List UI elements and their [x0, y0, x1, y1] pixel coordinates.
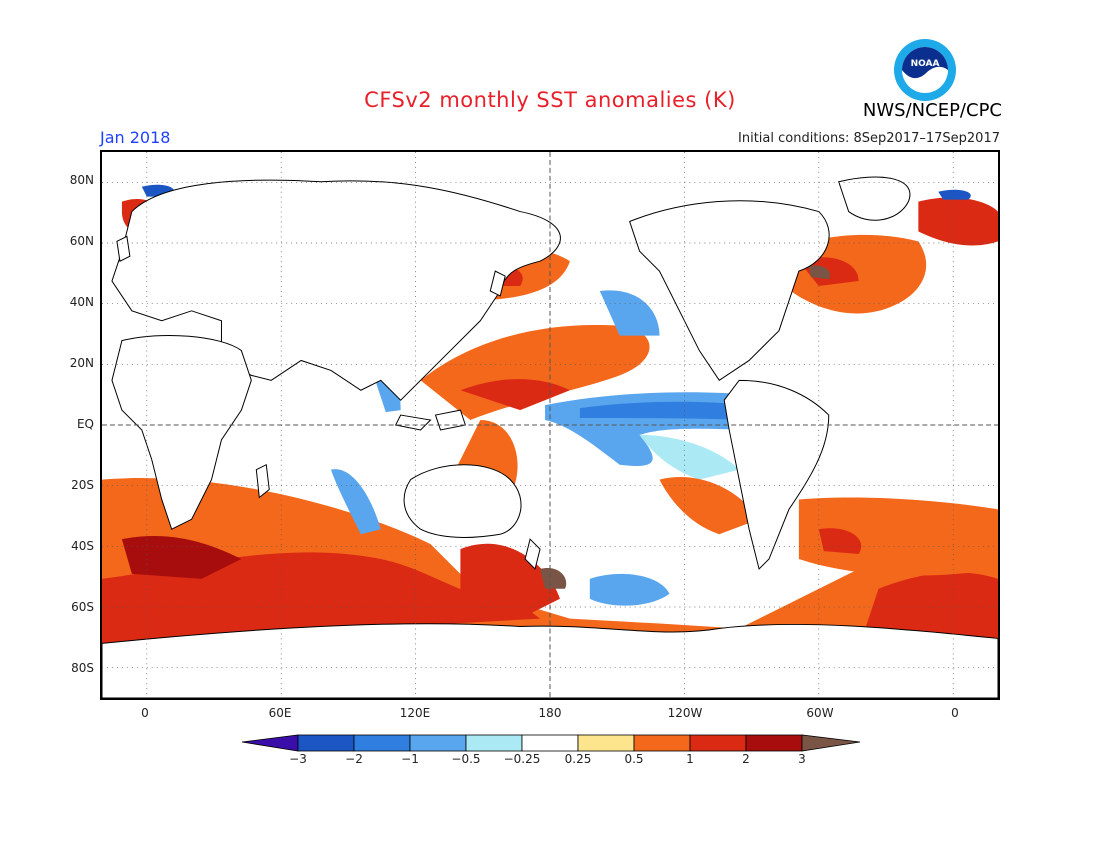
colorbar-tick-label: 3	[798, 752, 806, 766]
longitude-label: 120W	[667, 706, 703, 720]
colorbar-tick-label: −2	[345, 752, 363, 766]
colorbar-segment	[465, 734, 523, 752]
longitude-label: 60W	[806, 706, 834, 720]
forecast-period: Jan 2018	[100, 128, 171, 147]
latitude-label: 20N	[69, 355, 94, 370]
sst-anomaly-map	[100, 150, 1000, 700]
latitude-label: 80N	[69, 172, 94, 187]
colorbar-segment	[521, 734, 579, 752]
latitude-label: 60N	[69, 233, 94, 248]
colorbar	[241, 734, 861, 752]
noaa-logo: NOAA	[894, 39, 956, 101]
colorbar-tick-label: 0.5	[624, 752, 644, 766]
organization-label: NWS/NCEP/CPC	[862, 100, 1002, 121]
latitude-label: 20S	[71, 478, 94, 493]
colorbar-tick-label: 2	[742, 752, 750, 766]
colorbar-tick-label: −0.5	[451, 752, 481, 766]
logo-text: NOAA	[911, 59, 940, 69]
latitude-label: 80S	[71, 661, 94, 676]
chart-title: CFSv2 monthly SST anomalies (K)	[364, 88, 736, 112]
colorbar-segment	[353, 734, 411, 752]
colorbar-tick-label: −3	[289, 752, 307, 766]
latitude-label: 40N	[69, 294, 94, 309]
colorbar-segment	[633, 734, 691, 752]
initial-conditions: Initial conditions: 8Sep2017–17Sep2017	[738, 131, 1000, 146]
colorbar-max-extension	[801, 734, 861, 752]
gridlines	[102, 152, 998, 698]
colorbar-segment	[689, 734, 747, 752]
latitude-label: 40S	[71, 539, 94, 554]
longitude-label: 0	[141, 706, 149, 720]
colorbar-tick-label: 1	[686, 752, 694, 766]
colorbar-segment	[577, 734, 635, 752]
longitude-label: 60E	[268, 706, 292, 720]
colorbar-segment	[745, 734, 803, 752]
colorbar-segment	[409, 734, 467, 752]
longitude-label: 180	[538, 706, 562, 720]
longitude-label: 0	[951, 706, 959, 720]
longitude-label: 120E	[399, 706, 431, 720]
colorbar-segment	[297, 734, 355, 752]
latitude-label: EQ	[76, 417, 94, 431]
latitude-label: 60S	[71, 600, 94, 615]
colorbar-tick-label: −0.25	[503, 752, 541, 766]
colorbar-tick-label: 0.25	[564, 752, 592, 766]
colorbar-min-extension	[241, 734, 299, 752]
colorbar-tick-label: −1	[401, 752, 419, 766]
